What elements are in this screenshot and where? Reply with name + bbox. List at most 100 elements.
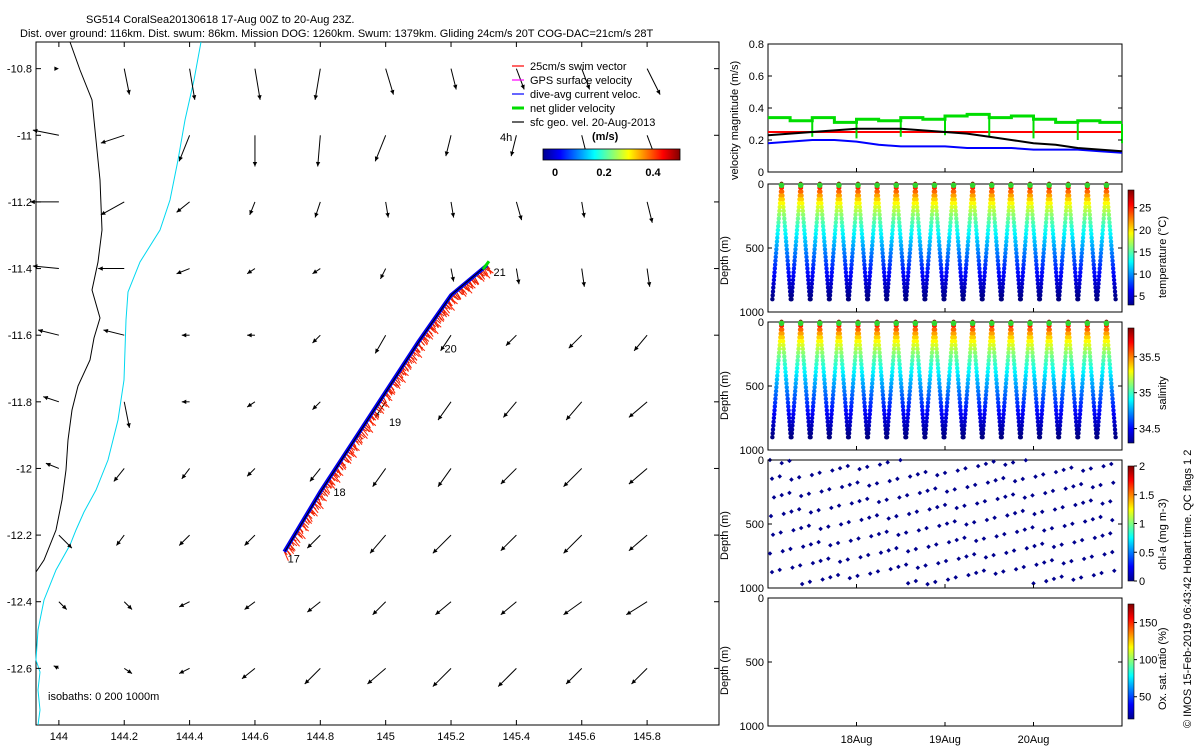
profile-point [934,346,939,352]
profile-point [1012,235,1018,240]
profile-point [996,273,1002,279]
profile-point [888,247,894,252]
profile-point [1048,197,1053,202]
profile-point [1026,339,1031,344]
profile-point [1030,212,1035,217]
profile-point [869,250,874,256]
profile-point [1053,266,1059,271]
profile-point [877,350,882,355]
surface-point [950,182,957,189]
profile-point [900,404,906,409]
current-vector-head [438,415,443,421]
chla-point [993,478,998,483]
profile-point [1034,404,1039,409]
profile-point [878,362,883,367]
profile-point [1099,373,1105,378]
profile-point [965,239,971,244]
chla-point [1010,460,1016,465]
profile-point [850,247,856,252]
profile-point [909,369,914,375]
current-vector-head [370,548,375,554]
profile-point [1102,339,1108,344]
profile-point [1005,362,1010,367]
profile-point [1112,289,1118,294]
profile-point [930,201,936,206]
profile-point [852,358,858,363]
profile-point [982,266,988,271]
profile-point [968,208,973,214]
profile-point [1048,342,1054,348]
current-vector-head [432,681,438,687]
profile-point [808,431,814,436]
profile-point [783,231,788,237]
profile-point [1078,262,1084,267]
profile-point [782,362,788,367]
profile-point [927,381,932,386]
chla-point [837,466,843,471]
profile-point [813,235,818,240]
profile-point [958,408,963,413]
profile-point [1028,331,1034,336]
current-vector-head [314,212,319,218]
profile-point [930,204,935,210]
profile-point [885,289,890,294]
surface-point [912,320,919,327]
profile-point [992,354,997,359]
profile-point [1105,335,1110,340]
profile-point [842,388,847,394]
profile-point [840,227,845,233]
profile-point [806,277,811,283]
profile-point [915,212,920,217]
profile-point [972,204,977,210]
profile-point [866,419,872,425]
profile-point [1051,377,1056,382]
chla-point [1010,492,1016,497]
profile-point [1054,411,1059,417]
profile-point [901,277,907,283]
current-vector-head [438,481,443,487]
profile-point [940,419,945,425]
current-vector-head [98,266,103,271]
profile-point [957,258,962,263]
profile-point [999,297,1004,302]
profile-point [808,293,814,298]
profile-point [1010,204,1015,210]
profile-point [1001,415,1006,421]
profile-point [945,258,950,263]
profile-point [898,243,904,248]
chla-point [962,535,967,541]
profile-point [910,350,916,355]
profile-point [991,204,996,210]
profile-point [1086,335,1091,340]
profile-point [1054,415,1059,421]
profile-point [804,400,810,405]
profile-point [1066,331,1072,336]
profile-point [971,201,977,206]
profile-point [846,435,852,440]
profile-point [771,419,776,425]
profile-point [967,220,972,225]
depth-y-tick-label: 0 [758,593,764,605]
oxygen-plot-area [767,597,1123,727]
chla-point [991,459,996,464]
chla-point [1032,543,1037,549]
profile-point [991,342,996,348]
profile-point [873,339,878,344]
profile-point [896,212,901,217]
profile-point [1024,224,1029,229]
profile-point [1099,385,1104,390]
profile-point [1024,358,1030,363]
profile-point [1050,369,1056,375]
profile-point [1014,254,1019,260]
profile-point [830,262,835,267]
profile-point [871,365,876,371]
profile-point [934,208,939,214]
profile-point [1069,369,1075,375]
profile-point [1021,254,1027,260]
profile-point [1089,231,1094,237]
profile-point [917,373,922,378]
profile-point [926,388,932,394]
profile-point [898,381,904,386]
profile-point [1077,281,1082,287]
